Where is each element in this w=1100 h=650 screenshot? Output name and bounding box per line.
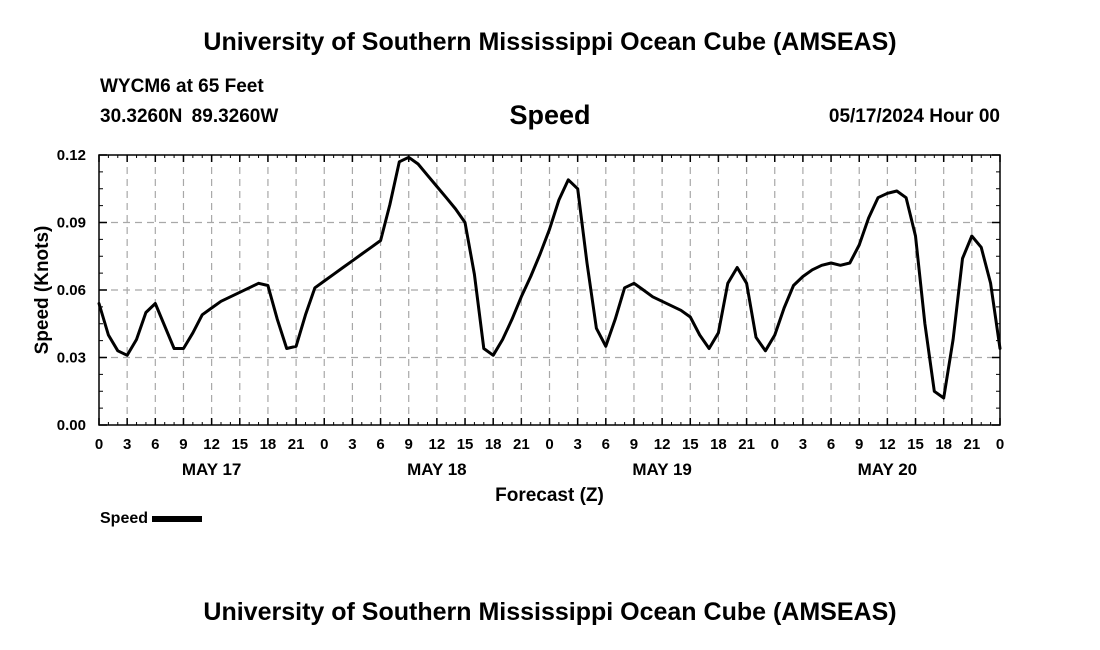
x-tick-label: 6 bbox=[602, 436, 610, 453]
x-tick-label: 12 bbox=[654, 436, 671, 453]
x-tick-label: 0 bbox=[95, 436, 103, 453]
station-label: WYCM6 at 65 Feet bbox=[100, 76, 264, 97]
x-tick-label: 21 bbox=[513, 436, 530, 453]
x-tick-label: 3 bbox=[573, 436, 581, 453]
x-tick-label: 3 bbox=[348, 436, 356, 453]
y-tick-label: 0.00 bbox=[57, 417, 86, 434]
day-label: MAY 18 bbox=[407, 460, 467, 479]
day-label: MAY 17 bbox=[182, 460, 242, 479]
y-tick-label: 0.12 bbox=[57, 147, 86, 164]
x-tick-label: 9 bbox=[405, 436, 413, 453]
x-tick-label: 6 bbox=[151, 436, 159, 453]
x-tick-label: 0 bbox=[771, 436, 779, 453]
forecast-datetime: 05/17/2024 Hour 00 bbox=[828, 106, 1000, 127]
y-tick-label: 0.03 bbox=[57, 350, 86, 367]
x-tick-label: 18 bbox=[935, 436, 952, 453]
axis-labels: 0 3 6 9 12 15 18 21 0 3 6 9 12 15 18 21 0 3 6 9 12 15 18 21 0 3 6 9… bbox=[57, 147, 1004, 479]
chart-title: Speed bbox=[509, 100, 591, 130]
day-label: MAY 19 bbox=[632, 460, 692, 479]
speed-series-line bbox=[97, 155, 1002, 400]
x-tick-label: 0 bbox=[996, 436, 1004, 453]
x-tick-label: 21 bbox=[738, 436, 755, 453]
x-tick-label: 3 bbox=[123, 436, 131, 453]
x-tick-label: 21 bbox=[964, 436, 981, 453]
chart-top-title: University of Southern Mississippi Ocean… bbox=[203, 28, 897, 56]
x-tick-label: 18 bbox=[710, 436, 727, 453]
legend-label: Speed bbox=[100, 510, 149, 527]
day-label: MAY 20 bbox=[858, 460, 918, 479]
x-tick-label: 6 bbox=[827, 436, 835, 453]
x-tick-label: 15 bbox=[907, 436, 924, 453]
plot-frame bbox=[98, 154, 1001, 426]
station-coordinates: 30.3260N 89.3260W bbox=[100, 106, 279, 127]
x-tick-label: 15 bbox=[457, 436, 474, 453]
x-tick-label: 12 bbox=[203, 436, 220, 453]
x-tick-label: 12 bbox=[879, 436, 896, 453]
x-tick-label: 21 bbox=[288, 436, 305, 453]
y-axis-label: Speed (Knots) bbox=[32, 226, 53, 355]
x-tick-label: 9 bbox=[630, 436, 638, 453]
x-tick-label: 15 bbox=[231, 436, 248, 453]
y-tick-label: 0.09 bbox=[57, 215, 86, 232]
x-tick-label: 0 bbox=[320, 436, 328, 453]
legend-line-swatch bbox=[152, 516, 203, 522]
chart-bottom-title: University of Southern Mississippi Ocean… bbox=[203, 598, 897, 626]
x-tick-label: 18 bbox=[260, 436, 277, 453]
grid-lines bbox=[99, 155, 1000, 425]
x-tick-label: 15 bbox=[682, 436, 699, 453]
x-tick-label: 9 bbox=[179, 436, 187, 453]
x-tick-label: 0 bbox=[545, 436, 553, 453]
x-tick-label: 3 bbox=[799, 436, 807, 453]
y-tick-label: 0.06 bbox=[57, 282, 86, 299]
x-tick-label: 9 bbox=[855, 436, 863, 453]
x-tick-label: 18 bbox=[485, 436, 502, 453]
x-tick-label: 6 bbox=[376, 436, 384, 453]
legend: Speed bbox=[100, 510, 203, 528]
x-axis-label: Forecast (Z) bbox=[495, 485, 604, 506]
x-tick-label: 12 bbox=[429, 436, 446, 453]
